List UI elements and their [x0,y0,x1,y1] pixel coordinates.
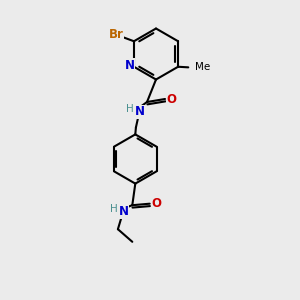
Text: H: H [126,103,134,114]
Text: N: N [135,105,145,118]
Text: O: O [167,92,177,106]
Text: N: N [124,59,134,72]
Text: H: H [110,204,117,214]
Text: Me: Me [195,62,210,72]
Text: N: N [119,205,129,218]
Text: O: O [151,197,161,210]
Text: Br: Br [109,28,123,41]
